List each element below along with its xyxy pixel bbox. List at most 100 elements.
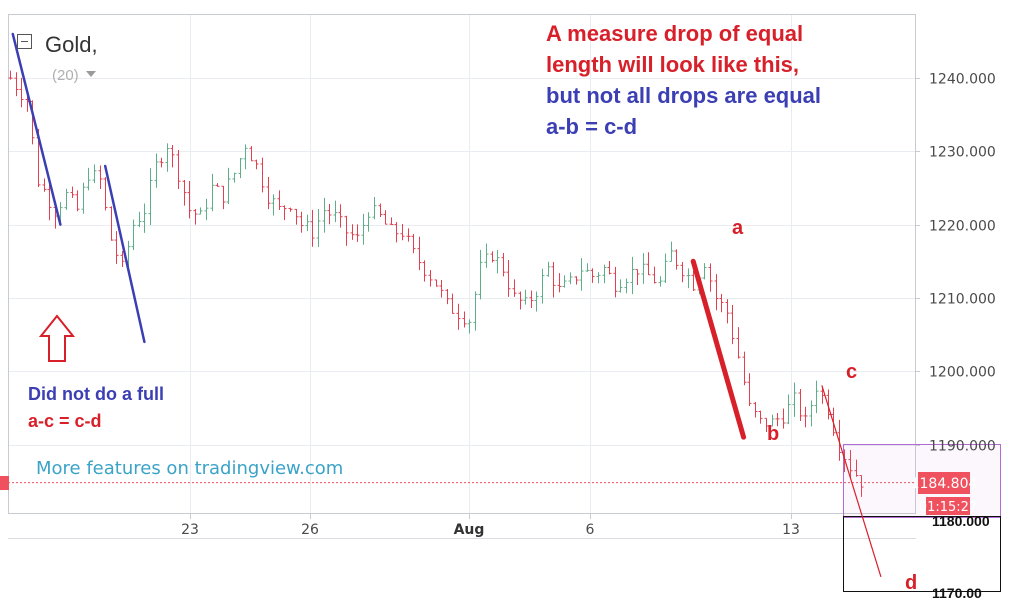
ohlc-bar <box>764 417 769 432</box>
ohlc-bar <box>663 253 668 284</box>
ohlc-bar <box>708 263 713 292</box>
ohlc-bar <box>495 249 500 274</box>
ohlc-bar <box>114 231 119 264</box>
ohlc-bar <box>131 219 136 251</box>
ohlc-bar <box>540 268 545 304</box>
ohlc-bar <box>249 146 254 162</box>
left-price-marker <box>0 476 9 490</box>
y-tick-label: 1240.000 <box>929 72 996 88</box>
ohlc-bar <box>372 197 377 220</box>
ohlc-bar <box>266 176 271 210</box>
ohlc-bar <box>702 263 707 280</box>
ohlc-bar <box>8 70 13 80</box>
ohlc-bar <box>506 260 511 297</box>
ohlc-bar <box>758 410 763 424</box>
ohlc-bar <box>579 258 584 291</box>
ohlc-bar <box>411 233 416 254</box>
price-axis: 1240.000 1230.000 1220.000 1210.000 1200.000… <box>915 72 996 455</box>
ohlc-bar <box>753 401 758 418</box>
y-tick-label: 1210.000 <box>929 292 996 308</box>
ohlc-bar <box>361 213 366 245</box>
legend-indicator[interactable]: (20) <box>52 67 79 84</box>
ohlc-bar <box>350 224 355 240</box>
x-tick-label: 23 <box>181 522 199 538</box>
ohlc-bar <box>719 293 724 313</box>
ohlc-bar <box>624 278 629 294</box>
ohlc-bar <box>305 214 310 232</box>
ohlc-bar <box>165 143 170 172</box>
ohlc-bar <box>282 205 287 221</box>
ohlc-bar <box>42 178 47 192</box>
ohlc-bar <box>198 207 203 215</box>
ohlc-bar <box>630 256 635 295</box>
ohlc-bar <box>394 222 399 243</box>
ohlc-bar <box>159 157 164 168</box>
ohlc-bar <box>568 272 573 285</box>
ohlc-bar <box>798 389 803 421</box>
time-axis: 23 26 Aug 6 13 <box>181 514 800 538</box>
ohlc-bar <box>546 261 551 277</box>
ohlc-bar <box>607 260 612 275</box>
ohlc-bar <box>271 194 276 216</box>
ohlc-bar <box>501 252 506 277</box>
ohlc-bar <box>333 200 338 223</box>
ohlc-bar <box>322 197 327 233</box>
ohlc-bar <box>473 291 478 331</box>
ohlc-bar <box>193 208 198 225</box>
ohlc-bar <box>646 252 651 276</box>
ohlc-bar <box>288 207 293 212</box>
ohlc-bar <box>512 279 517 297</box>
ohlc-bar <box>445 288 450 305</box>
ohlc-bar <box>344 215 349 246</box>
ohlc-bar <box>260 157 265 193</box>
ohlc-bar <box>176 150 181 189</box>
ohlc-bar <box>478 249 483 300</box>
last-price-tag: 1184.804 <box>911 476 978 492</box>
ohlc-bar <box>187 181 192 219</box>
ohlc-bar <box>406 228 411 242</box>
ohlc-bar <box>803 406 808 428</box>
ohlc-bar <box>596 272 601 284</box>
ohlc-bar <box>557 273 562 293</box>
ohlc-bar <box>428 269 433 287</box>
ohlc-bar <box>562 275 567 288</box>
y-tick-label: 1190.000 <box>929 439 996 455</box>
watermark[interactable]: More features on tradingview.com <box>36 458 343 479</box>
countdown-tag-bg <box>926 497 970 515</box>
legend-symbol[interactable]: Gold, <box>45 32 98 57</box>
ohlc-bar <box>854 459 859 477</box>
ohlc-bar <box>809 400 814 427</box>
note-line-2: length will look like this, <box>546 52 799 77</box>
ohlc-bar <box>226 167 231 204</box>
left-note-line-2: a-c = c-d <box>28 411 102 431</box>
trend-drawings <box>11 32 882 578</box>
ohlc-bar <box>725 299 730 324</box>
ohlc-bar <box>674 249 679 270</box>
caret-down-icon[interactable] <box>86 71 96 77</box>
ohlc-bar <box>70 186 75 198</box>
ohlc-bar <box>686 268 691 289</box>
note-line-3: but not all drops are equal <box>546 83 821 108</box>
ohlc-bar <box>316 208 321 247</box>
ohlc-bar <box>462 311 467 328</box>
ohlc-bar <box>221 185 226 210</box>
ohlc-bars <box>8 70 864 497</box>
y-tick-label: 1220.000 <box>929 219 996 235</box>
ohlc-bar <box>775 413 780 427</box>
ohlc-bar <box>98 165 103 189</box>
label-b: b <box>767 423 779 445</box>
label-c: c <box>846 361 857 383</box>
note-line-4: a-b = c-d <box>546 114 637 139</box>
ohlc-bar <box>299 211 304 233</box>
ohlc-bar <box>355 224 360 242</box>
ohlc-bar <box>450 293 455 314</box>
left-note-line-1: Did not do a full <box>28 384 164 404</box>
ohlc-bar <box>378 203 383 218</box>
ohlc-bar <box>310 209 315 247</box>
ohlc-bar <box>366 212 371 232</box>
ohlc-bar <box>456 303 461 330</box>
label-a: a <box>732 217 744 239</box>
blue-trend-line <box>11 32 62 226</box>
ohlc-bar <box>389 217 394 226</box>
